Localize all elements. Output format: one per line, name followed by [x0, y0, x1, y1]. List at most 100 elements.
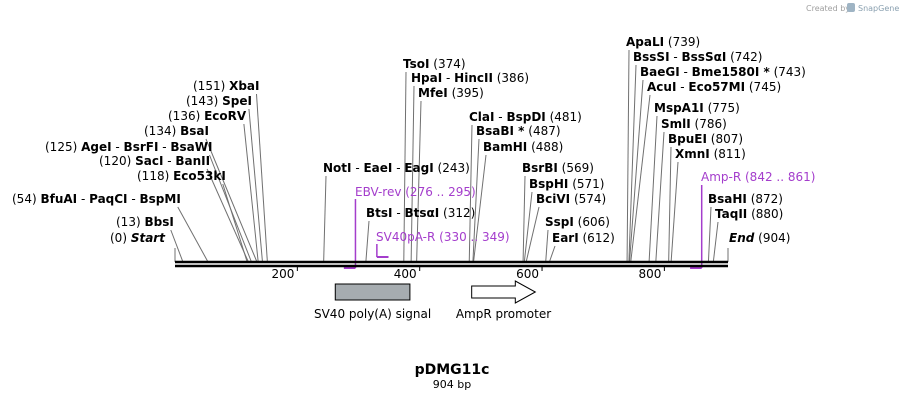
svg-text:(136) EcoRV: (136) EcoRV	[168, 109, 247, 123]
site-bfuai-paqci-bspmi[interactable]: (54) BfuAI - PaqCI - BspMI	[12, 192, 181, 206]
site-bsrbi[interactable]: BsrBI (569)	[522, 161, 594, 175]
site-leader	[628, 64, 637, 263]
site-leader	[468, 124, 473, 263]
site-leader	[648, 115, 658, 263]
site-eco53ki[interactable]: (118) Eco53kI	[137, 169, 226, 183]
site-leader	[670, 161, 679, 263]
svg-text:SspI (606): SspI (606)	[545, 215, 610, 229]
svg-text:BciVI (574): BciVI (574)	[536, 192, 606, 206]
primers: EBV-rev (276 .. 295) SV40pA-R (330 .. 349…	[343, 170, 815, 269]
site-clai-bspdi[interactable]: ClaI - BspDI (481)	[469, 110, 582, 124]
site-leader	[243, 123, 259, 263]
site-leader	[472, 138, 480, 263]
svg-text:BsrBI (569): BsrBI (569)	[522, 161, 594, 175]
site-end[interactable]: End (904)	[729, 231, 790, 245]
backbone	[175, 260, 728, 268]
svg-text:(0) Start: (0) Start	[110, 231, 166, 245]
svg-text:SmlI (786): SmlI (786)	[661, 117, 727, 131]
site-leader	[323, 175, 327, 263]
svg-text:EBV-rev (276 .. 295): EBV-rev (276 .. 295)	[355, 185, 476, 199]
feature-sv40-poly-a-signal[interactable]: SV40 poly(A) signal	[314, 283, 431, 321]
map-length: 904 bp	[433, 378, 471, 391]
svg-text:(125) AgeI - BsrFI - BsaW: (125) AgeI - BsrFI - BsaWI	[45, 140, 212, 154]
site-bbsi[interactable]: (13) BbsI	[116, 215, 174, 229]
site-spei[interactable]: (143) SpeI	[186, 94, 252, 108]
axis-tick-label: 600	[516, 267, 539, 281]
site-taqii[interactable]: TaqII (880)	[715, 207, 783, 221]
svg-text:XmnI (811): XmnI (811)	[675, 147, 746, 161]
site-saci-banii[interactable]: (120) SacI - BanII	[99, 154, 210, 168]
svg-text:(143) SpeI: (143) SpeI	[186, 94, 252, 108]
credit-brand: SnapGene	[858, 4, 899, 13]
site-bsahi[interactable]: BsaHI (872)	[708, 192, 783, 206]
site-bsssi-bsss-i[interactable]: BssSI - BssSαI (742)	[633, 50, 762, 64]
site-bcivi[interactable]: BciVI (574)	[536, 192, 606, 206]
site-labels: (0) Start (13) BbsI (54) BfuAI - PaqCI - B…	[12, 35, 806, 245]
axis-ticks: 200 400 600 800	[271, 266, 665, 281]
primer-ebv-rev[interactable]: EBV-rev (276 .. 295)	[343, 185, 476, 269]
site-leader	[707, 206, 712, 263]
site-leader	[548, 245, 556, 263]
svg-text:AcuI - Eco57MI (745): AcuI - Eco57MI (745)	[647, 80, 781, 94]
site-apali[interactable]: ApaLI (739)	[626, 35, 700, 49]
svg-text:BsaHI (872): BsaHI (872)	[708, 192, 783, 206]
site-leader	[668, 146, 672, 263]
svg-text:End (904): End (904)	[729, 231, 790, 245]
site-leader	[629, 79, 644, 263]
site-leader	[410, 85, 415, 263]
site-leader	[525, 206, 540, 263]
svg-text:BsaBI * (487): BsaBI * (487)	[476, 124, 561, 138]
site-bpuei[interactable]: BpuEI (807)	[668, 132, 743, 146]
svg-text:NotI - EaeI - EagI (243): NotI - EaeI - EagI (243)	[323, 161, 470, 175]
site-noti-eaei-eagi[interactable]: NotI - EaeI - EagI (243)	[323, 161, 470, 175]
site-hpai-hincii[interactable]: HpaI - HincII (386)	[411, 71, 529, 85]
site-leader	[177, 206, 209, 263]
site-xmni[interactable]: XmnI (811)	[675, 147, 746, 161]
primer-sv40pa-r[interactable]: SV40pA-R (330 .. 349)	[376, 230, 510, 258]
site-leader	[655, 131, 665, 263]
site-leader	[545, 229, 549, 263]
site-leader	[522, 175, 526, 263]
axis-tick-label: 800	[638, 267, 661, 281]
site-bamhi[interactable]: BamHI (488)	[483, 140, 563, 154]
site-bsabi[interactable]: BsaBI * (487)	[476, 124, 561, 138]
site-leader	[209, 154, 252, 263]
svg-text:SV40pA-R (330 .. 349): SV40pA-R (330 .. 349)	[376, 230, 510, 244]
site-leader	[473, 154, 487, 263]
svg-text:HpaI - HincII (386): HpaI - HincII (386)	[411, 71, 529, 85]
site-mspa1i[interactable]: MspA1I (775)	[654, 101, 740, 115]
primer-amp-r[interactable]: Amp-R (842 .. 861)	[690, 170, 815, 269]
svg-text:(151) XbaI: (151) XbaI	[193, 79, 260, 93]
svg-text:(54) BfuAI - PaqCI - BspM: (54) BfuAI - PaqCI - BspMI	[12, 192, 181, 206]
site-leader	[630, 94, 651, 263]
axis-tick-label: 400	[394, 267, 417, 281]
site-sspi[interactable]: SspI (606)	[545, 215, 610, 229]
site-btsi-bts-i[interactable]: BtsI - BtsαI (312)	[366, 206, 475, 220]
site-xbai[interactable]: (151) XbaI	[193, 79, 260, 93]
svg-text:(134) BsaI: (134) BsaI	[144, 124, 209, 138]
site-bsai[interactable]: (134) BsaI	[144, 124, 209, 138]
axis-tick-label: 200	[271, 267, 294, 281]
credit: Created by SnapGene	[806, 3, 899, 13]
svg-text:ClaI - BspDI (481): ClaI - BspDI (481)	[469, 110, 582, 124]
site-leader	[206, 168, 249, 263]
svg-text:BpuEI (807): BpuEI (807)	[668, 132, 743, 146]
feature-label: AmpR promoter	[456, 307, 551, 321]
site-baegi-bme1580i[interactable]: BaeGI - Bme1580I * (743)	[640, 65, 806, 79]
site-smli[interactable]: SmlI (786)	[661, 117, 727, 131]
svg-text:BtsI - BtsαI (312): BtsI - BtsαI (312)	[366, 206, 475, 220]
site-acui-eco57mi[interactable]: AcuI - Eco57MI (745)	[647, 80, 781, 94]
svg-text:EarI (612): EarI (612)	[552, 231, 615, 245]
site-mfei[interactable]: MfeI (395)	[418, 86, 484, 100]
site-eari[interactable]: EarI (612)	[552, 231, 615, 245]
svg-text:MfeI (395): MfeI (395)	[418, 86, 484, 100]
site-bsphi[interactable]: BspHI (571)	[529, 177, 604, 191]
site-start[interactable]: (0) Start	[110, 231, 166, 245]
svg-text:ApaLI (739): ApaLI (739)	[626, 35, 700, 49]
site-agei-bsrfi-bsawi[interactable]: (125) AgeI - BsrFI - BsaWI	[45, 140, 212, 154]
svg-text:BspHI (571): BspHI (571)	[529, 177, 604, 191]
features: SV40 poly(A) signal AmpR promoter	[314, 280, 551, 321]
site-ecorv[interactable]: (136) EcoRV	[168, 109, 247, 123]
site-tsoi[interactable]: TsoI (374)	[403, 57, 466, 71]
feature-ampr-promoter[interactable]: AmpR promoter	[456, 280, 551, 321]
